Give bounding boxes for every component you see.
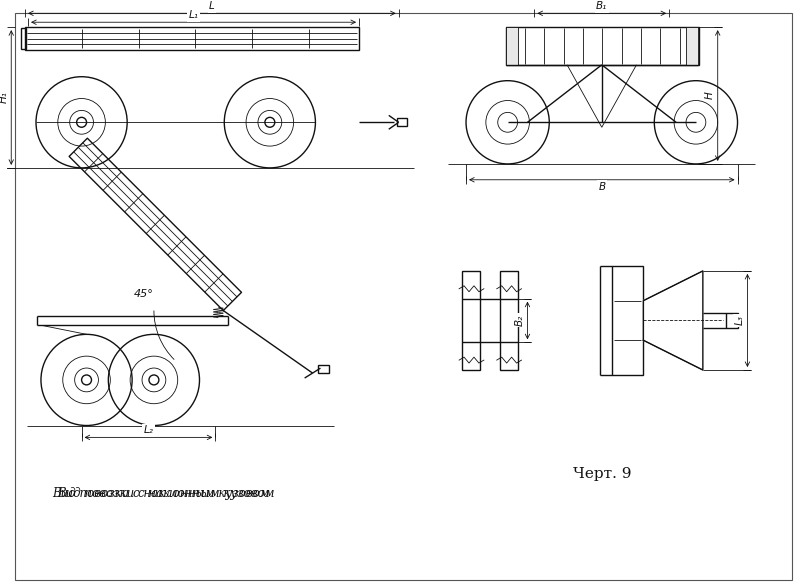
Text: B₁: B₁ [596,1,607,11]
Text: B: B [598,182,606,192]
Bar [726,313,738,328]
Bar [397,118,406,126]
Polygon shape [643,271,703,370]
Bar [462,271,480,370]
Text: L₃: L₃ [734,316,745,325]
Text: L₂: L₂ [143,425,154,435]
Text: Вид повозки с наклонным кузовом: Вид повозки с наклонным кузовом [57,487,274,500]
Text: H: H [705,92,714,99]
Bar [500,271,518,370]
Bar [21,28,26,49]
Bar [686,27,698,65]
Text: 45°: 45° [134,289,154,299]
Bar [506,27,518,65]
Text: Черт. 9: Черт. 9 [573,467,631,481]
Bar [25,27,359,50]
Text: L: L [209,1,214,11]
Text: Вид повозки с наклонным кузовом: Вид повозки с наклонным кузовом [52,487,270,500]
Bar [506,27,699,65]
Text: L₁: L₁ [189,10,198,20]
Bar [318,365,330,373]
Bar [612,266,643,375]
Text: B₂: B₂ [514,315,525,326]
Text: H₁: H₁ [0,92,8,103]
